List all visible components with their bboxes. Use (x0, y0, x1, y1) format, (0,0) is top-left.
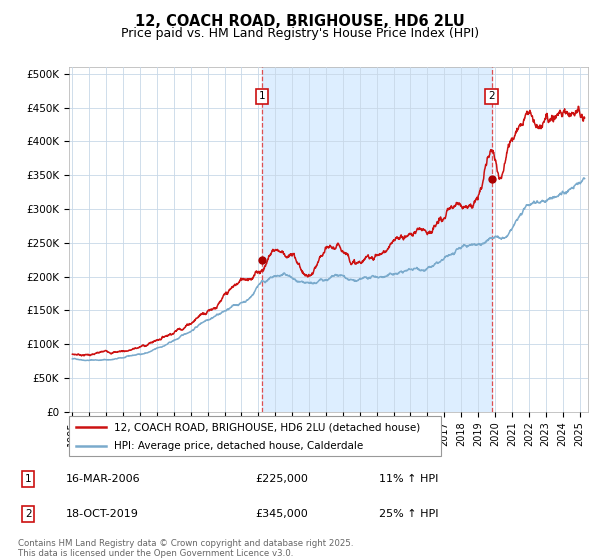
Text: 25% ↑ HPI: 25% ↑ HPI (379, 509, 439, 519)
Text: Contains HM Land Registry data © Crown copyright and database right 2025.
This d: Contains HM Land Registry data © Crown c… (18, 539, 353, 558)
Text: 12, COACH ROAD, BRIGHOUSE, HD6 2LU (detached house): 12, COACH ROAD, BRIGHOUSE, HD6 2LU (deta… (113, 422, 420, 432)
Text: 2: 2 (25, 509, 31, 519)
Text: £225,000: £225,000 (255, 474, 308, 484)
Text: HPI: Average price, detached house, Calderdale: HPI: Average price, detached house, Cald… (113, 441, 363, 451)
Text: 1: 1 (25, 474, 31, 484)
Text: Price paid vs. HM Land Registry's House Price Index (HPI): Price paid vs. HM Land Registry's House … (121, 27, 479, 40)
FancyBboxPatch shape (69, 416, 441, 456)
Text: £345,000: £345,000 (255, 509, 308, 519)
Text: 16-MAR-2006: 16-MAR-2006 (66, 474, 140, 484)
Text: 12, COACH ROAD, BRIGHOUSE, HD6 2LU: 12, COACH ROAD, BRIGHOUSE, HD6 2LU (135, 14, 465, 29)
Text: 11% ↑ HPI: 11% ↑ HPI (379, 474, 439, 484)
Text: 2: 2 (488, 91, 495, 101)
Bar (262, 67, 491, 412)
Text: 18-OCT-2019: 18-OCT-2019 (66, 509, 139, 519)
Text: 1: 1 (259, 91, 265, 101)
